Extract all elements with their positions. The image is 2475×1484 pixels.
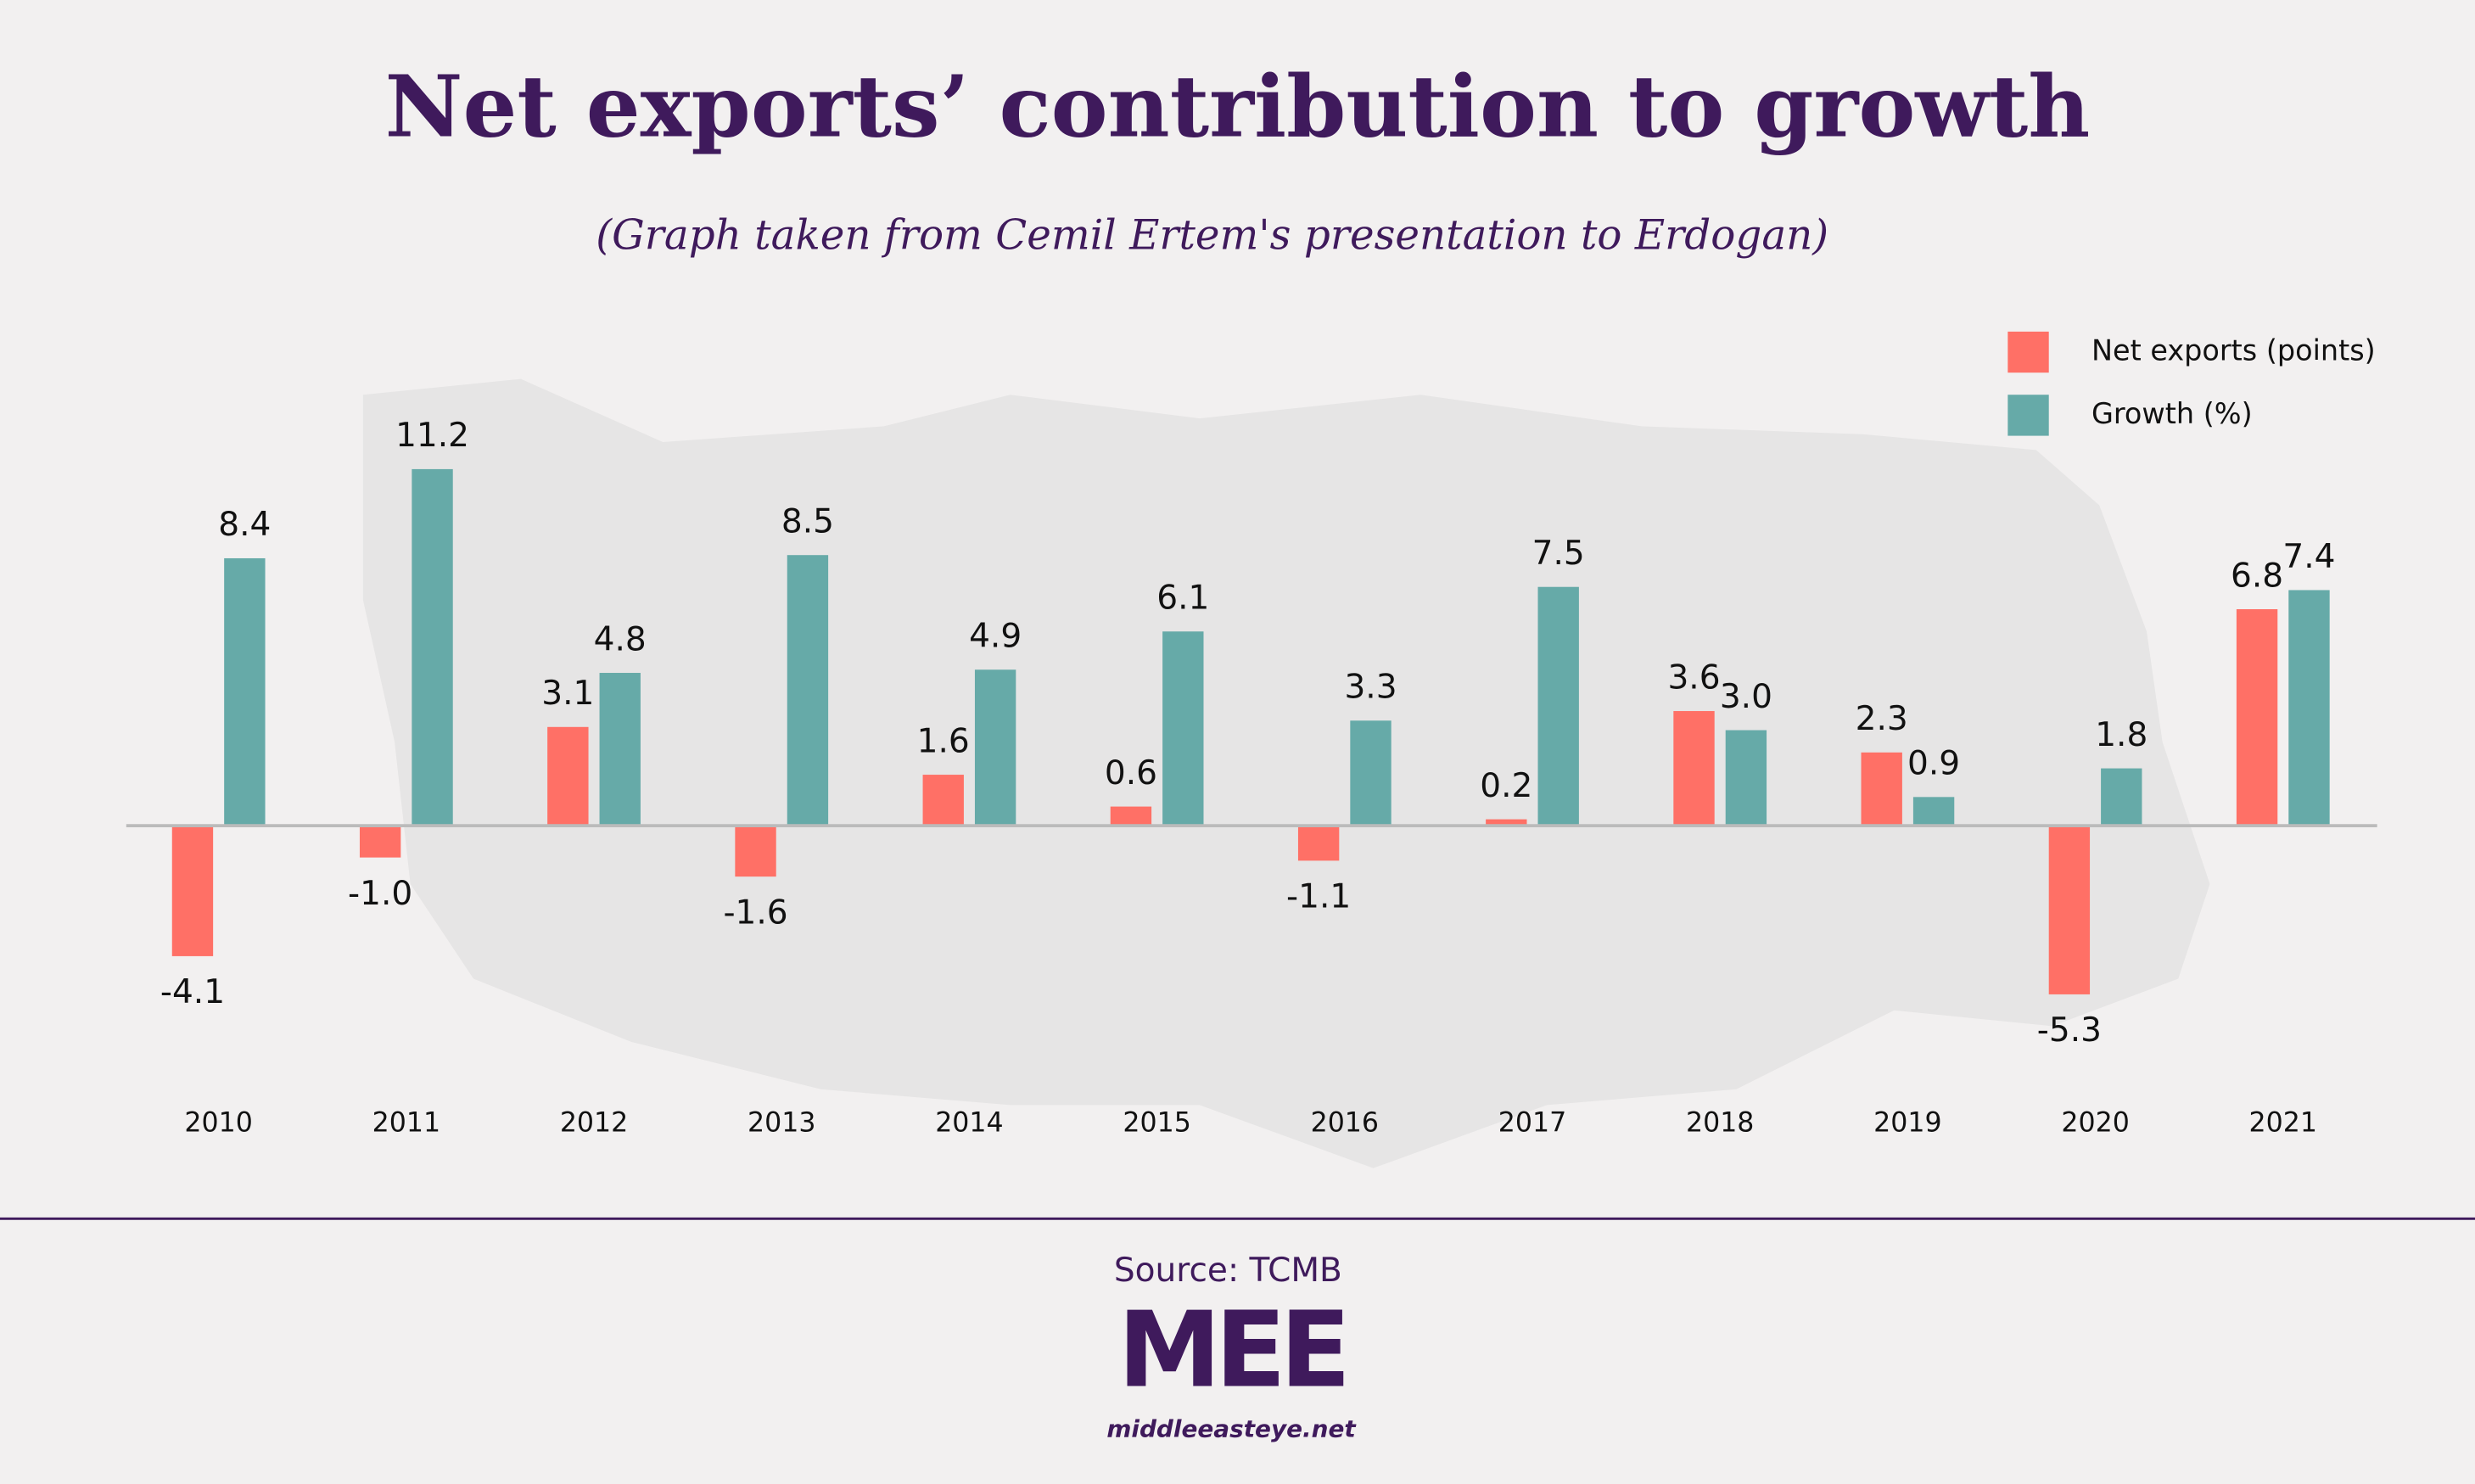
legend-label: Growth (%) [2091, 397, 2253, 430]
x-tick-label: 2013 [748, 1108, 815, 1139]
bar [224, 557, 266, 826]
bar [359, 826, 401, 858]
data-label: -1.0 [348, 875, 412, 913]
data-label: 7.4 [2282, 538, 2335, 576]
chart-subtitle: (Graph taken from Cemil Ertem's presenta… [596, 212, 1828, 260]
data-label: 0.6 [1105, 754, 1157, 792]
data-label: -4.1 [160, 973, 225, 1011]
bar [599, 673, 641, 826]
bar [2048, 826, 2091, 994]
plot: 2010 -4.1 8.4 2011 -1.0 11.2 2012 3.14.8 2013 -1.… [126, 331, 2377, 1139]
data-label: 4.9 [969, 618, 1022, 656]
x-tick-label: 2020 [2061, 1108, 2129, 1139]
data-label: 2.3 [1856, 700, 1908, 738]
data-label: 0.9 [1907, 745, 1960, 783]
x-tick-label: 2021 [2249, 1108, 2317, 1139]
data-label: 8.5 [781, 502, 834, 540]
data-label: -5.3 [2037, 1011, 2102, 1050]
x-tick-label: 2012 [560, 1108, 628, 1139]
bar [1110, 806, 1152, 826]
bar [922, 775, 964, 826]
bar [787, 555, 829, 826]
data-label: 1.6 [917, 722, 970, 760]
x-tick-label: 2015 [1123, 1108, 1190, 1139]
data-label: 0.2 [1480, 767, 1532, 805]
chart-title: Net exports’ contribution to growth [385, 57, 2091, 157]
bar [1912, 797, 1955, 826]
data-label: 6.1 [1156, 580, 1209, 618]
bar [1350, 720, 1391, 826]
data-label: 3.6 [1667, 658, 1720, 697]
bar [1673, 711, 1715, 826]
data-label: 1.8 [2095, 716, 2147, 754]
logo: MEE [1117, 1290, 1345, 1411]
x-tick-label: 2018 [1686, 1108, 1754, 1139]
bar [1725, 730, 1767, 826]
legend-label: Net exports (points) [2091, 333, 2376, 367]
source: Source: TCMB [1114, 1252, 1342, 1290]
x-tick-label: 2017 [1498, 1108, 1566, 1139]
website: middleeasteye.net [1106, 1415, 1357, 1443]
data-label: 3.0 [1720, 678, 1772, 716]
x-tick-label: 2014 [935, 1108, 1003, 1139]
bar [1297, 826, 1340, 861]
bar [171, 826, 214, 956]
data-label: 3.3 [1344, 669, 1397, 707]
legend-swatch [2007, 395, 2049, 436]
data-label: 3.1 [541, 675, 594, 713]
legend-swatch [2007, 331, 2049, 373]
data-label: -1.1 [1286, 878, 1351, 916]
bar [412, 468, 453, 826]
bar [1486, 819, 1527, 826]
bar [1537, 586, 1579, 826]
bar [2101, 768, 2142, 826]
x-tick-label: 2010 [184, 1108, 252, 1139]
bar [2236, 608, 2278, 826]
bar [735, 826, 776, 877]
bar [547, 726, 589, 826]
data-label: 11.2 [395, 417, 469, 455]
x-tick-label: 2019 [1873, 1108, 1941, 1139]
data-label: 6.8 [2231, 557, 2283, 595]
data-label: -1.6 [723, 893, 787, 932]
bar [1162, 631, 1204, 826]
bar [974, 669, 1016, 826]
data-label: 8.4 [218, 506, 271, 544]
x-tick-label: 2011 [372, 1108, 440, 1139]
data-label: 4.8 [594, 620, 647, 658]
bar [1861, 752, 1902, 826]
bar [2288, 590, 2330, 826]
data-label: 7.5 [1532, 535, 1585, 573]
x-tick-label: 2016 [1311, 1108, 1379, 1139]
